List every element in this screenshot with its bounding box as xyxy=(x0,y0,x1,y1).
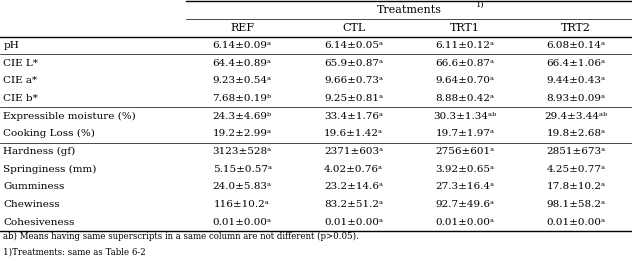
Text: 83.2±51.2ᵃ: 83.2±51.2ᵃ xyxy=(324,200,383,209)
Text: TRT2: TRT2 xyxy=(561,23,592,33)
Text: 23.2±14.6ᵃ: 23.2±14.6ᵃ xyxy=(324,182,383,191)
Text: 4.25±0.77ᵃ: 4.25±0.77ᵃ xyxy=(547,165,606,174)
Text: 65.9±0.87ᵃ: 65.9±0.87ᵃ xyxy=(324,59,383,68)
Text: 0.01±0.00ᵃ: 0.01±0.00ᵃ xyxy=(212,218,272,227)
Text: 30.3±1.34ᵃᵇ: 30.3±1.34ᵃᵇ xyxy=(434,112,497,121)
Text: Expressible moisture (%): Expressible moisture (%) xyxy=(3,112,136,121)
Text: 9.23±0.54ᵃ: 9.23±0.54ᵃ xyxy=(212,76,272,85)
Text: 3123±528ᵃ: 3123±528ᵃ xyxy=(212,147,272,156)
Text: 29.4±3.44ᵃᵇ: 29.4±3.44ᵃᵇ xyxy=(545,112,608,121)
Text: CTL: CTL xyxy=(342,23,365,33)
Text: 0.01±0.00ᵃ: 0.01±0.00ᵃ xyxy=(435,218,494,227)
Text: 66.6±0.87ᵃ: 66.6±0.87ᵃ xyxy=(435,59,494,68)
Text: CIE b*: CIE b* xyxy=(3,94,38,103)
Text: 19.6±1.42ᵃ: 19.6±1.42ᵃ xyxy=(324,129,383,138)
Text: 17.8±10.2ᵃ: 17.8±10.2ᵃ xyxy=(547,182,606,191)
Text: 19.7±1.97ᵃ: 19.7±1.97ᵃ xyxy=(435,129,494,138)
Text: Treatments: Treatments xyxy=(377,5,442,15)
Text: 2756±601ᵃ: 2756±601ᵃ xyxy=(435,147,494,156)
Text: 66.4±1.06ᵃ: 66.4±1.06ᵃ xyxy=(547,59,606,68)
Text: 8.88±0.42ᵃ: 8.88±0.42ᵃ xyxy=(435,94,494,103)
Text: 1): 1) xyxy=(475,1,484,9)
Text: 2371±603ᵃ: 2371±603ᵃ xyxy=(324,147,383,156)
Text: 9.44±0.43ᵃ: 9.44±0.43ᵃ xyxy=(547,76,606,85)
Text: Chewiness: Chewiness xyxy=(3,200,60,209)
Text: 8.93±0.09ᵃ: 8.93±0.09ᵃ xyxy=(547,94,606,103)
Text: 9.66±0.73ᵃ: 9.66±0.73ᵃ xyxy=(324,76,383,85)
Text: Springiness (mm): Springiness (mm) xyxy=(3,165,97,174)
Text: 116±10.2ᵃ: 116±10.2ᵃ xyxy=(214,200,270,209)
Text: 98.1±58.2ᵃ: 98.1±58.2ᵃ xyxy=(547,200,606,209)
Text: 0.01±0.00ᵃ: 0.01±0.00ᵃ xyxy=(324,218,383,227)
Text: 7.68±0.19ᵇ: 7.68±0.19ᵇ xyxy=(212,94,272,103)
Text: Cooking Loss (%): Cooking Loss (%) xyxy=(3,129,95,138)
Text: Cohesiveness: Cohesiveness xyxy=(3,218,75,227)
Text: 5.15±0.57ᵃ: 5.15±0.57ᵃ xyxy=(212,165,272,174)
Text: 1)Treatments: same as Table 6-2: 1)Treatments: same as Table 6-2 xyxy=(3,247,146,256)
Text: 64.4±0.89ᵃ: 64.4±0.89ᵃ xyxy=(212,59,272,68)
Text: 92.7±49.6ᵃ: 92.7±49.6ᵃ xyxy=(435,200,494,209)
Text: Hardness (gf): Hardness (gf) xyxy=(3,147,75,156)
Text: 0.01±0.00ᵃ: 0.01±0.00ᵃ xyxy=(547,218,606,227)
Text: 3.92±0.65ᵃ: 3.92±0.65ᵃ xyxy=(435,165,494,174)
Text: 9.64±0.70ᵃ: 9.64±0.70ᵃ xyxy=(435,76,494,85)
Text: CIE L*: CIE L* xyxy=(3,59,38,68)
Text: 6.14±0.09ᵃ: 6.14±0.09ᵃ xyxy=(212,41,272,50)
Text: 6.11±0.12ᵃ: 6.11±0.12ᵃ xyxy=(435,41,494,50)
Text: 24.0±5.83ᵃ: 24.0±5.83ᵃ xyxy=(212,182,272,191)
Text: TRT1: TRT1 xyxy=(450,23,480,33)
Text: 27.3±16.4ᵃ: 27.3±16.4ᵃ xyxy=(435,182,494,191)
Text: 24.3±4.69ᵇ: 24.3±4.69ᵇ xyxy=(212,112,272,121)
Text: 4.02±0.76ᵃ: 4.02±0.76ᵃ xyxy=(324,165,383,174)
Text: 2851±673ᵃ: 2851±673ᵃ xyxy=(547,147,606,156)
Text: 19.2±2.99ᵃ: 19.2±2.99ᵃ xyxy=(212,129,272,138)
Text: 6.14±0.05ᵃ: 6.14±0.05ᵃ xyxy=(324,41,383,50)
Text: 33.4±1.76ᵃ: 33.4±1.76ᵃ xyxy=(324,112,383,121)
Text: 19.8±2.68ᵃ: 19.8±2.68ᵃ xyxy=(547,129,606,138)
Text: 6.08±0.14ᵃ: 6.08±0.14ᵃ xyxy=(547,41,606,50)
Text: REF: REF xyxy=(230,23,254,33)
Text: 9.25±0.81ᵃ: 9.25±0.81ᵃ xyxy=(324,94,383,103)
Text: Gumminess: Gumminess xyxy=(3,182,64,191)
Text: ab) Means having same superscripts in a same column are not different (p>0.05).: ab) Means having same superscripts in a … xyxy=(3,232,359,241)
Text: CIE a*: CIE a* xyxy=(3,76,37,85)
Text: pH: pH xyxy=(3,41,19,50)
